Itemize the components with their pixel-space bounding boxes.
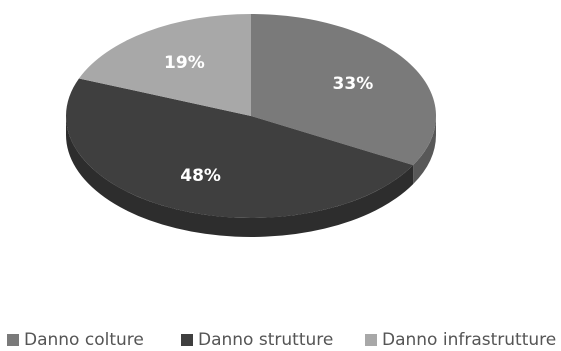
legend-label-strutture: Danno strutture (198, 330, 334, 350)
legend-item-infrastrutture: Danno infrastrutture (365, 329, 556, 351)
pie-side-strutture (66, 116, 414, 237)
pie-label-colture: 33% (333, 74, 374, 94)
pie-sides (66, 116, 436, 237)
pie-slices (65, 14, 436, 219)
legend-item-colture: Danno colture (7, 329, 144, 351)
legend-swatch-colture (7, 334, 19, 346)
legend-swatch-infrastrutture (365, 334, 377, 346)
pie-slice-colture (251, 14, 436, 166)
legend-swatch-strutture (181, 334, 193, 346)
legend-label-colture: Danno colture (24, 330, 144, 350)
pie-label-strutture: 48% (180, 166, 221, 186)
pie-value-labels: 33% 48% 19% (164, 53, 373, 186)
pie-label-infrastrutture: 19% (164, 53, 205, 73)
legend-label-infrastrutture: Danno infrastrutture (382, 330, 557, 350)
legend-item-strutture: Danno strutture (181, 329, 333, 351)
pie-slice-strutture (65, 78, 414, 219)
pie-side-colture (413, 116, 436, 185)
legend: Danno colture Danno strutture Danno infr… (0, 329, 561, 351)
pie-slice-infrastrutture (78, 14, 251, 116)
